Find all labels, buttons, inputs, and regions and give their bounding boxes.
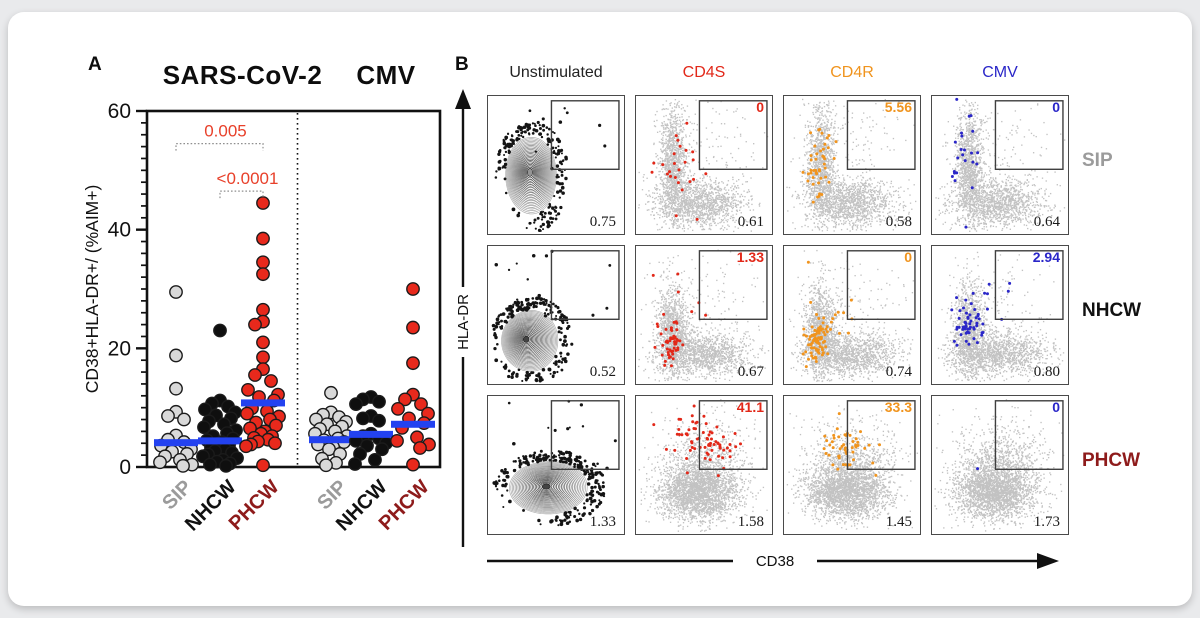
- flow-plot-phcw-cd4r: 33.3 1.45: [783, 395, 921, 535]
- row-label-nhcw: NHCW: [1082, 300, 1142, 321]
- x-axis-label-cd38: CD38: [756, 553, 794, 570]
- panel-a-label: A: [88, 54, 102, 75]
- flow-plot-nhcw-cd4s: 1.33 0.67: [635, 245, 773, 385]
- svg-text:40: 40: [108, 219, 131, 242]
- flow-scatter-canvas: [932, 96, 1067, 233]
- column-header-cmv: CMV: [982, 64, 1018, 81]
- flow-plot-nhcw-unstimulated: 0.52: [487, 245, 625, 385]
- flow-scatter-canvas: [784, 246, 919, 383]
- gate-percentage: 1.33: [736, 249, 764, 265]
- flow-plot-phcw-unstimulated: 1.33: [487, 395, 625, 535]
- cd38-axis: CD38: [487, 553, 1059, 570]
- svg-text:60: 60: [108, 100, 131, 123]
- flow-plot-phcw-cmv: 0 1.73: [931, 395, 1069, 535]
- column-header-unstimulated: Unstimulated: [509, 64, 603, 81]
- quadrant-percentage: 1.73: [1033, 514, 1060, 530]
- gate-percentage: 41.1: [736, 399, 764, 415]
- gate-percentage: 0: [1052, 399, 1060, 415]
- panel-a-title-sars-cov-2: SARS-CoV-2: [162, 60, 323, 90]
- flow-plot-sip-cd4r: 5.56 0.58: [783, 95, 921, 235]
- svg-text:CD38+HLA-DR+/ (%AIM+): CD38+HLA-DR+/ (%AIM+): [85, 185, 102, 394]
- flow-plot-sip-unstimulated: 0.75: [487, 95, 625, 235]
- quadrant-percentage: 1.58: [737, 514, 764, 530]
- quadrant-percentage: 0.80: [1033, 364, 1060, 380]
- flow-plot-sip-cmv: 0 0.64: [931, 95, 1069, 235]
- gate-percentage: 2.94: [1032, 249, 1060, 265]
- flow-scatter-canvas: [932, 246, 1067, 383]
- column-header-cd4s: CD4S: [682, 64, 726, 81]
- hla-dr-axis: HLA-DR: [455, 89, 472, 547]
- svg-text:20: 20: [108, 337, 131, 360]
- quadrant-percentage: 1.33: [589, 514, 616, 530]
- gate-percentage: 5.56: [884, 99, 912, 115]
- row-label-sip: SIP: [1082, 150, 1113, 171]
- quadrant-percentage: 1.45: [885, 514, 912, 530]
- panel-a-title-cmv: CMV: [356, 60, 416, 90]
- quadrant-percentage: 0.64: [1033, 214, 1060, 230]
- quadrant-percentage: 0.58: [885, 214, 912, 230]
- flow-plot-phcw-cd4s: 41.1 1.58: [635, 395, 773, 535]
- gate-percentage: 33.3: [884, 399, 912, 415]
- panel-b-label: B: [455, 54, 469, 75]
- gate-percentage: 0: [756, 99, 764, 115]
- flow-contour-canvas: [488, 246, 623, 383]
- svg-text:SIP: SIP: [158, 476, 196, 514]
- flow-scatter-canvas: [932, 396, 1067, 533]
- quadrant-percentage: 0.74: [885, 364, 912, 380]
- flow-scatter-canvas: [636, 96, 771, 233]
- y-axis-label-hla-dr: HLA-DR: [455, 294, 472, 350]
- flow-plot-sip-cd4s: 0 0.61: [635, 95, 773, 235]
- quadrant-percentage: 0.75: [589, 214, 616, 230]
- quadrant-percentage: 0.61: [737, 214, 764, 230]
- gate-percentage: 0: [1052, 99, 1060, 115]
- flow-contour-canvas: [488, 96, 623, 233]
- flow-plot-nhcw-cd4r: 0 0.74: [783, 245, 921, 385]
- flow-contour-canvas: [488, 396, 623, 533]
- row-label-phcw: PHCW: [1082, 450, 1141, 471]
- svg-text:0: 0: [119, 456, 131, 479]
- flow-scatter-canvas: [636, 396, 771, 533]
- quadrant-percentage: 0.52: [589, 364, 616, 380]
- svg-text:0.005: 0.005: [204, 122, 247, 141]
- flow-scatter-canvas: [784, 396, 919, 533]
- column-header-cd4r: CD4R: [830, 64, 874, 81]
- quadrant-percentage: 0.67: [737, 364, 764, 380]
- gate-percentage: 0: [904, 249, 912, 265]
- svg-text:<0.0001: <0.0001: [217, 169, 279, 188]
- flow-scatter-canvas: [784, 96, 919, 233]
- flow-scatter-canvas: [636, 246, 771, 383]
- up-arrow-icon: [455, 89, 471, 109]
- right-arrow-icon: [1037, 553, 1059, 569]
- flow-plot-nhcw-cmv: 2.94 0.80: [931, 245, 1069, 385]
